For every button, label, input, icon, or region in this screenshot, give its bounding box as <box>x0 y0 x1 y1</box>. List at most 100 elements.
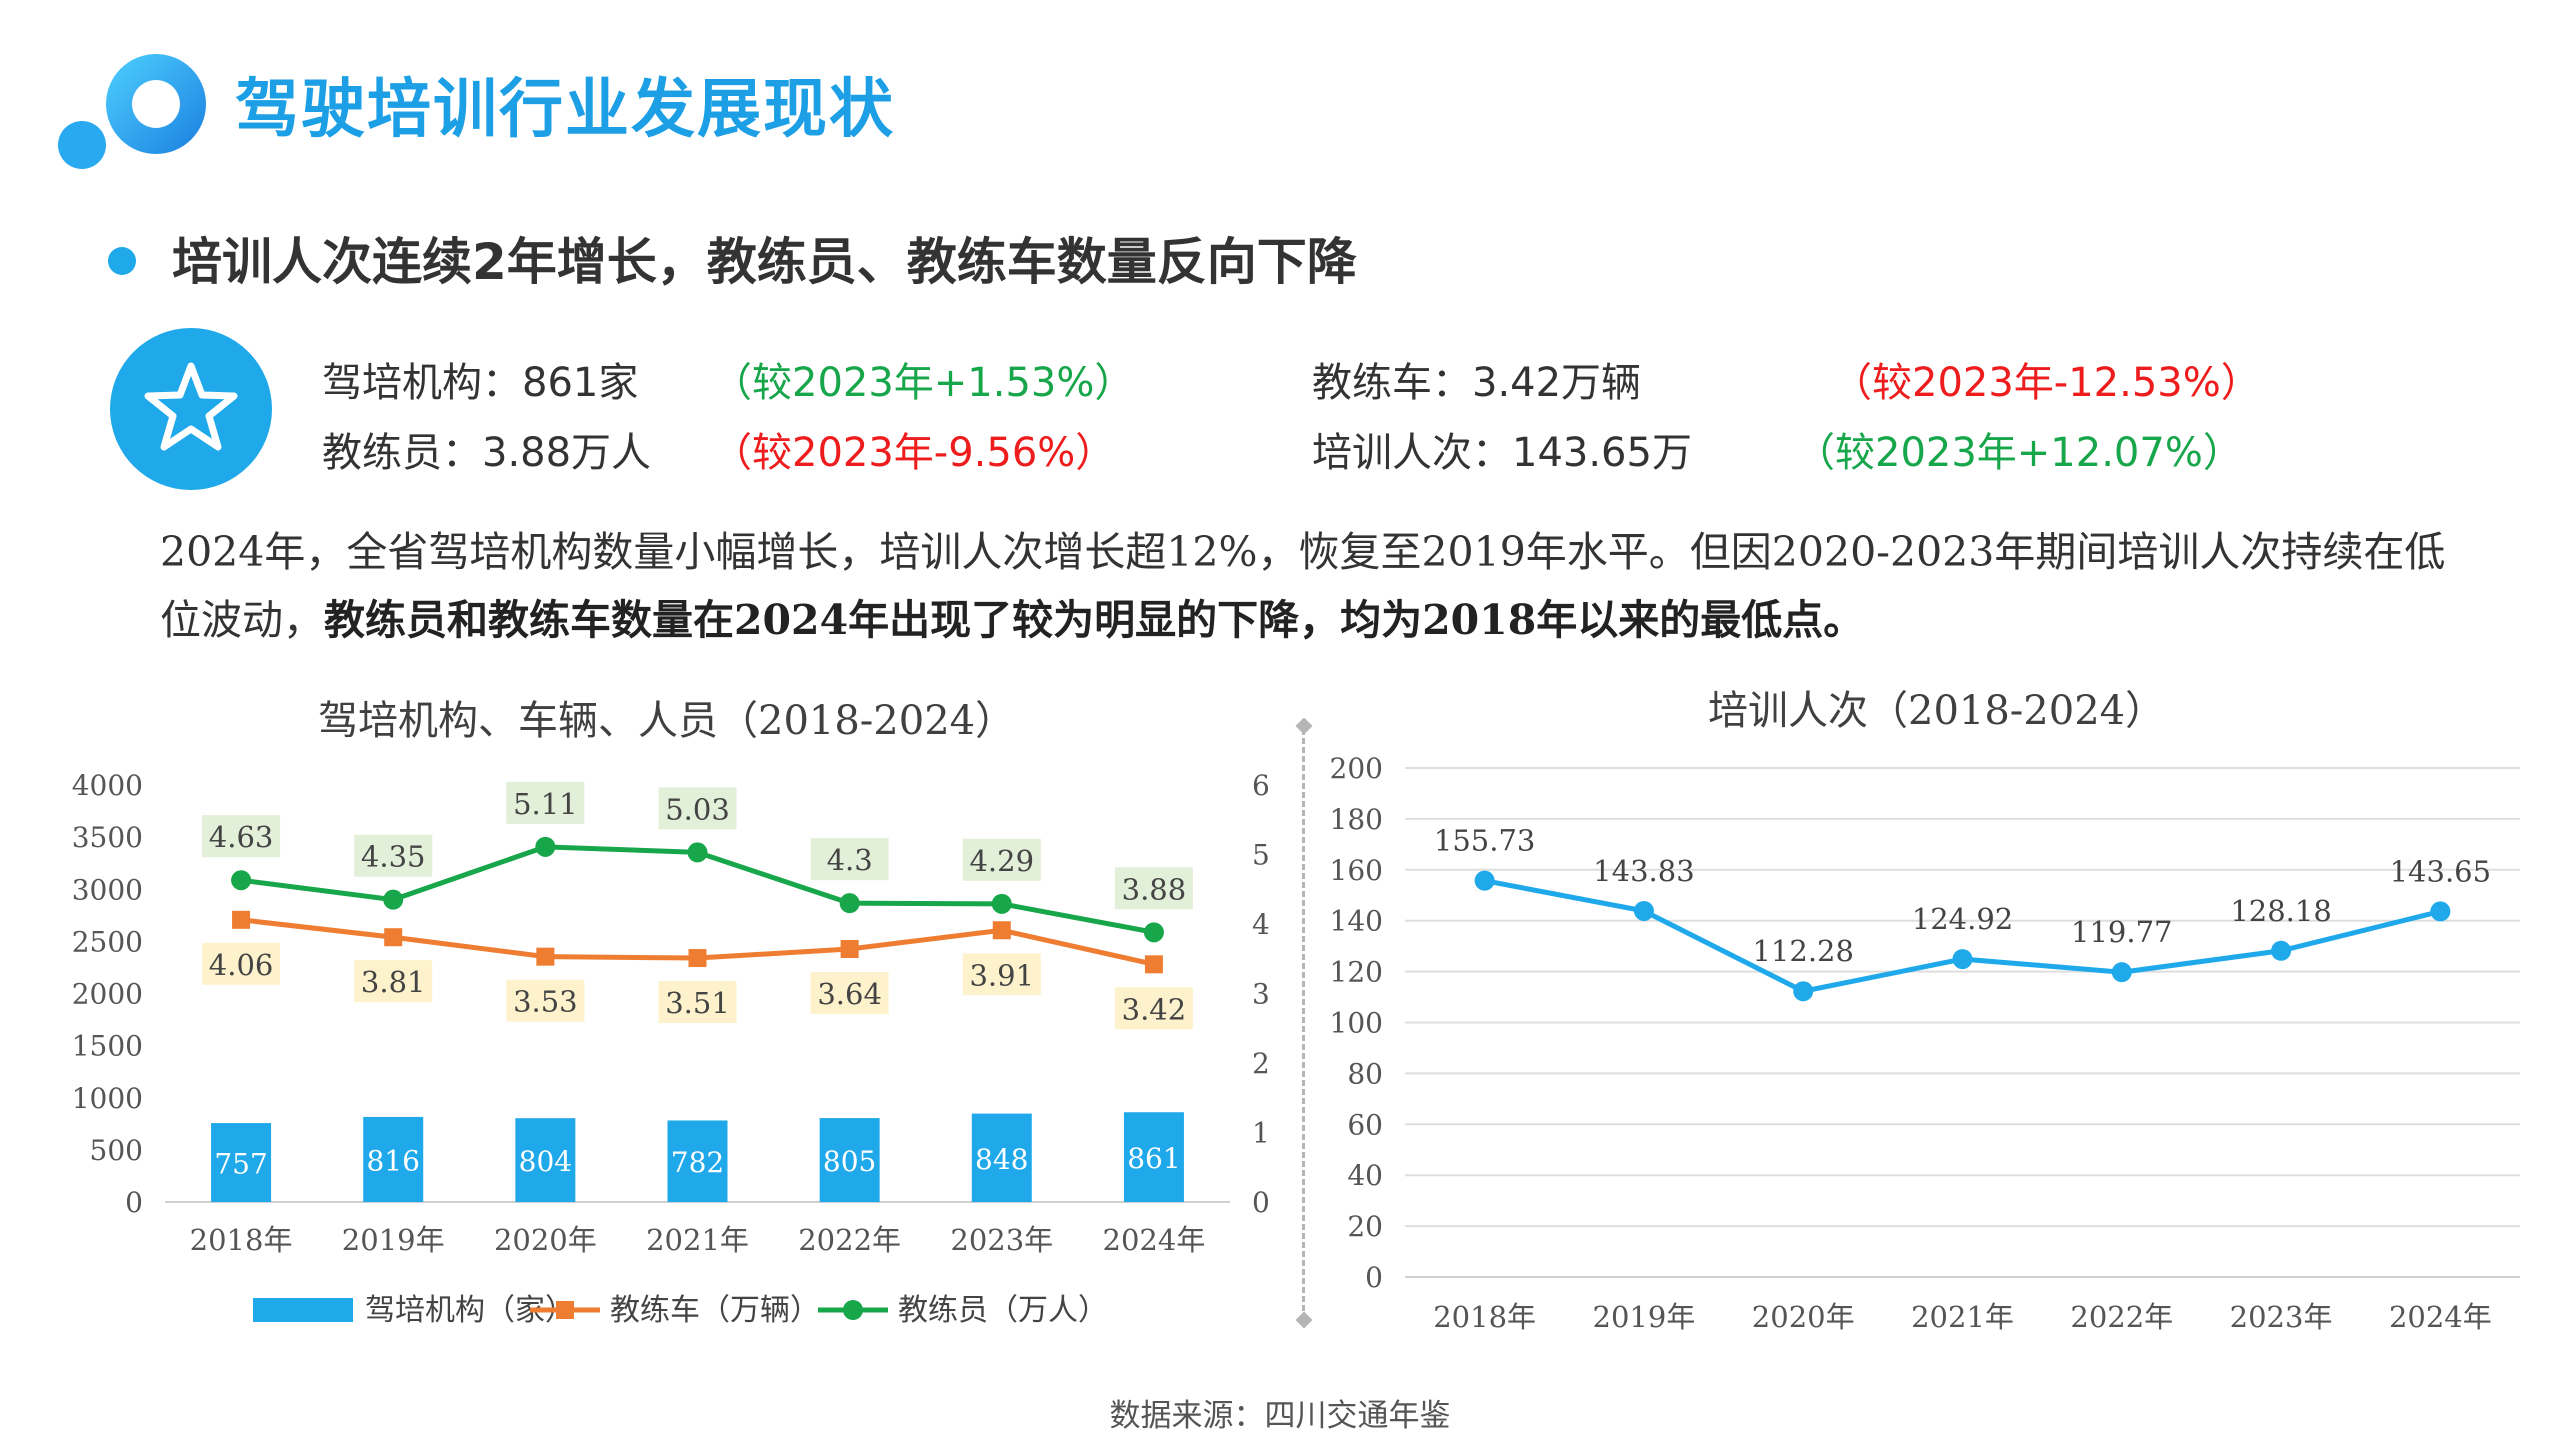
chart2-x-tick: 2018年 <box>1433 1300 1536 1334</box>
chart1-x-tick: 2021年 <box>646 1223 749 1257</box>
chart1-point-vehicles <box>1144 955 1163 974</box>
chart1-left-tick: 2000 <box>72 978 143 1011</box>
chart1-label-instructors-bg <box>962 838 1041 881</box>
chart1-label-vehicles-bg <box>506 979 585 1022</box>
chart1-point-vehicles <box>536 947 555 966</box>
chart1-bar <box>211 1123 272 1202</box>
chart1-bar <box>1123 1112 1184 1202</box>
chart1-point-vehicles <box>840 940 859 959</box>
chart2-title: 培训人次（2018-2024） <box>1708 688 2166 734</box>
chart2-point <box>1633 900 1654 921</box>
chart2-y-tick: 200 <box>1330 752 1383 785</box>
stat-change-instructors: （较2023年-9.56%） <box>712 430 1116 476</box>
chart2-x-tick: 2019年 <box>1593 1300 1696 1334</box>
chart1-point-instructors <box>839 893 860 914</box>
chart1-x-tick: 2023年 <box>950 1223 1053 1257</box>
chart2-data-label: 143.83 <box>1593 854 1694 888</box>
chart2-data-label: 143.65 <box>2390 854 2491 888</box>
chart1-left-tick: 0 <box>125 1186 143 1219</box>
chart2-x-tick: 2023年 <box>2230 1300 2333 1334</box>
chart2-point <box>1474 870 1495 891</box>
divider-cap-top <box>1295 717 1313 735</box>
chart1-label-instructors: 5.03 <box>665 792 730 826</box>
stat-change-vehicles: （较2023年-12.53%） <box>1832 360 2261 406</box>
chart1-left-tick: 1500 <box>72 1030 143 1063</box>
chart1-label-vehicles: 4.06 <box>209 948 274 982</box>
legend-swatch-bars <box>253 1298 353 1322</box>
stat-label-vehicles: 教练车：3.42万辆 <box>1312 360 1642 406</box>
chart2-line-chart: 0 20 40 60 80 100 120 140 160 180 200 2018年 2019年 202… <box>1330 752 2520 1334</box>
chart2-y-tick: 80 <box>1347 1057 1383 1090</box>
page-title: 驾驶培训行业发展现状 <box>235 73 895 147</box>
chart2-x-tick: 2020年 <box>1752 1300 1855 1334</box>
chart-divider <box>1302 720 1305 1320</box>
chart1-x-tick: 2019年 <box>342 1223 445 1257</box>
chart1-bar-label: 782 <box>671 1146 724 1179</box>
chart2-data-label: 124.92 <box>1912 902 2013 936</box>
chart2-y-tick: 160 <box>1330 854 1383 887</box>
chart1-label-instructors-bg <box>810 838 889 881</box>
legend-label-instructors: 教练员（万人） <box>898 1293 1108 1328</box>
chart2-x-tick: 2022年 <box>2070 1300 2173 1334</box>
chart1-bar-label: 804 <box>519 1145 572 1178</box>
chart1-right-tick: 5 <box>1252 839 1270 872</box>
chart1-left-tick: 1000 <box>72 1082 143 1115</box>
stat-change-trainees: （较2023年+12.07%） <box>1795 430 2243 476</box>
chart1-bar-label: 816 <box>366 1144 419 1177</box>
brand-logo-icon <box>58 54 206 169</box>
data-source: 数据来源：四川交通年鉴 <box>1109 1398 1451 1434</box>
chart1-label-vehicles: 3.53 <box>513 985 578 1019</box>
chart1-label-vehicles-bg <box>354 960 433 1003</box>
legend-label-vehicles: 教练车（万辆） <box>610 1293 820 1328</box>
chart1-point-instructors <box>383 889 404 910</box>
chart1-x-tick: 2020年 <box>494 1223 597 1257</box>
chart1-point-instructors <box>231 870 252 891</box>
chart1-label-vehicles-bg <box>658 981 737 1024</box>
summary-text: 2024年，全省驾培机构数量小幅增长，培训人次增长超12%，恢复至2019年水平… <box>160 528 2446 644</box>
chart1-left-tick: 4000 <box>72 769 143 802</box>
chart1-left-tick: 3500 <box>72 821 143 854</box>
chart1-label-instructors-bg <box>354 834 433 877</box>
chart1-label-instructors: 4.29 <box>969 844 1034 878</box>
chart1-label-instructors-bg <box>658 787 737 830</box>
chart2-point <box>2111 962 2132 983</box>
chart2-point <box>1952 949 1973 970</box>
star-icon <box>110 328 272 490</box>
chart1-x-tick: 2022年 <box>798 1223 901 1257</box>
chart1-point-vehicles <box>232 910 251 929</box>
summary-text-bold: 教练员和教练车数量在2024年出现了较为明显的下降，均为2018年以来的最低点。 <box>324 596 1865 644</box>
chart1-combo-chart: 0 500 1000 1500 2000 2500 3000 3500 4000 0 1 2 3 4 5 6 2… <box>72 769 1270 1328</box>
chart1-x-tick: 2018年 <box>190 1223 293 1257</box>
stat-label-trainees: 培训人次：143.65万 <box>1312 430 1692 476</box>
stat-label-instructors: 教练员：3.88万人 <box>322 430 652 476</box>
chart1-label-vehicles: 3.91 <box>969 958 1034 992</box>
chart1-label-instructors: 3.88 <box>1122 872 1187 906</box>
legend-marker-vehicles <box>556 1301 574 1319</box>
summary-paragraph: 2024年，全省驾培机构数量小幅增长，培训人次增长超12%，恢复至2019年水平… <box>160 518 2460 654</box>
chart1-point-vehicles <box>688 949 707 968</box>
chart1-label-vehicles: 3.64 <box>817 977 882 1011</box>
chart2-y-tick: 140 <box>1330 905 1383 938</box>
chart1-label-vehicles: 3.42 <box>1122 992 1187 1026</box>
chart1-bar-label: 805 <box>823 1145 876 1178</box>
chart2-x-tick: 2024年 <box>2389 1300 2492 1334</box>
chart1-x-tick: 2024年 <box>1103 1223 1206 1257</box>
chart2-x-tick: 2021年 <box>1911 1300 2014 1334</box>
chart1-bar <box>971 1113 1032 1202</box>
chart1-point-instructors <box>687 842 708 863</box>
stat-change-institutions: （较2023年+1.53%） <box>712 360 1135 406</box>
chart1-label-instructors-bg <box>1114 867 1193 910</box>
chart1-bar <box>819 1118 880 1202</box>
chart1-left-tick: 500 <box>90 1134 143 1167</box>
chart1-point-instructors <box>991 893 1012 914</box>
chart2-y-tick: 120 <box>1330 956 1383 989</box>
chart1-bar <box>363 1116 424 1202</box>
chart1-label-vehicles-bg <box>962 953 1041 996</box>
bullet-dot <box>108 247 136 275</box>
chart2-y-tick: 40 <box>1347 1159 1383 1192</box>
chart1-label-vehicles: 3.51 <box>665 986 730 1020</box>
chart1-label-vehicles: 3.81 <box>361 965 426 999</box>
legend-marker-instructors <box>843 1300 863 1320</box>
chart2-y-tick: 20 <box>1347 1210 1383 1243</box>
chart1-point-instructors <box>535 836 556 857</box>
